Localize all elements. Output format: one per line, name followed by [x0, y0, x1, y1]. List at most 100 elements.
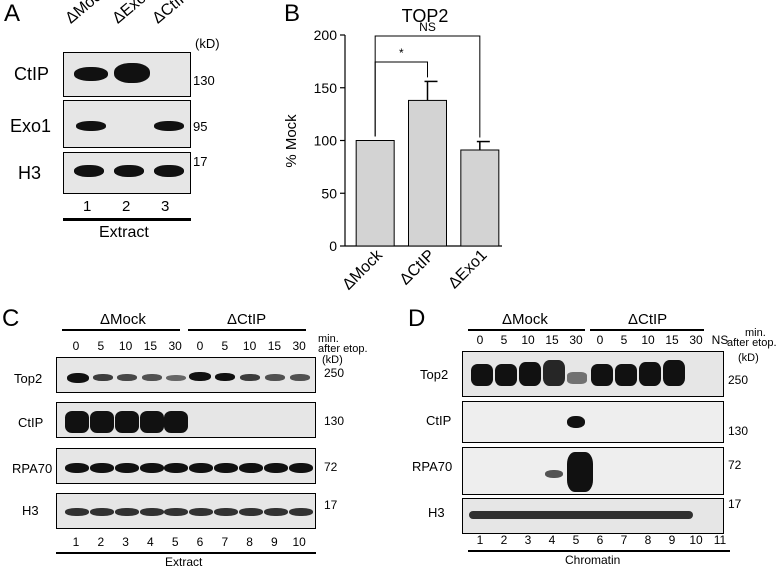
band — [495, 364, 517, 386]
panel-a-marker-95: 95 — [193, 119, 208, 134]
band — [140, 508, 164, 516]
panel-d-group-line-ctip — [590, 329, 704, 331]
panel-a-blot-exo1 — [63, 100, 191, 148]
y-tick-label: 150 — [314, 80, 338, 96]
band — [189, 508, 213, 516]
panel-d-after-etop: after etop. — [727, 337, 777, 349]
band — [471, 364, 493, 386]
panel-c-marker-130: 130 — [324, 414, 345, 428]
panel-d-time-5: 0 — [596, 333, 604, 347]
panel-d-lane-6: 7 — [620, 533, 628, 547]
band — [567, 372, 587, 384]
band — [469, 511, 693, 519]
panel-d-time-9: 30 — [689, 333, 703, 347]
band — [164, 463, 188, 473]
panel-c-label: C — [2, 305, 20, 332]
band — [74, 67, 108, 81]
panel-d-row-ctip: CtIP — [426, 413, 452, 428]
panel-c-time-8: 15 — [267, 339, 282, 353]
band — [615, 364, 637, 386]
panel-c-time-7: 10 — [242, 339, 257, 353]
x-tick-label: ΔMock — [339, 246, 386, 293]
panel-c-time-1: 5 — [97, 339, 105, 353]
significance-label: * — [399, 46, 404, 60]
panel-a-row-ctip: CtIP — [14, 64, 50, 84]
band — [214, 508, 238, 516]
panel-d-row-top2: Top2 — [420, 367, 449, 382]
panel-c-lane-6: 7 — [221, 535, 229, 549]
band — [142, 374, 162, 381]
panel-d-marker-250: 250 — [728, 373, 749, 387]
panel-d-blot-ctip — [462, 401, 724, 443]
panel-c-row-rpa70: RPA70 — [12, 461, 53, 476]
band — [567, 416, 585, 428]
band — [290, 374, 310, 381]
panel-c-lane-3: 4 — [147, 535, 154, 549]
band — [90, 463, 114, 473]
y-tick-label: 200 — [314, 27, 338, 43]
panel-d-footer: Chromatin — [565, 553, 621, 567]
band — [215, 373, 235, 381]
band — [65, 411, 89, 433]
panel-c-row-ctip: CtIP — [18, 415, 44, 430]
panel-c-blot-ctip — [56, 402, 316, 438]
panel-d-lane-10: 11 — [713, 533, 727, 547]
panel-c-lane-9: 10 — [292, 535, 306, 549]
band — [74, 165, 104, 177]
panel-a-marker-17: 17 — [193, 154, 208, 169]
panel-a-row-h3: H3 — [18, 163, 42, 183]
panel-c-time-9: 30 — [292, 339, 306, 353]
panel-a-unit: (kD) — [195, 36, 220, 51]
band — [567, 452, 593, 492]
panel-d-lane-0: 1 — [476, 533, 484, 547]
band — [189, 372, 211, 381]
band — [663, 360, 685, 386]
band — [639, 362, 661, 386]
panel-d-time-6: 5 — [620, 333, 628, 347]
panel-b-chart: TOP2 % Mock 0 50 100 150 200 ΔMock ΔCtIP ΔExo1… — [283, 6, 502, 293]
band — [543, 360, 565, 386]
panel-c-marker-72: 72 — [324, 460, 338, 474]
panel-c-min: min. — [318, 333, 339, 345]
panel-c-group-line-mock — [62, 329, 180, 331]
panel-c-time-5: 0 — [196, 339, 204, 353]
panel-a-col-ctip: ΔCtIP — [149, 0, 193, 28]
band — [65, 463, 89, 473]
panel-d-row-rpa70: RPA70 — [412, 459, 453, 474]
panel-c-marker-250: 250 — [324, 366, 345, 380]
band — [114, 165, 144, 177]
panel-c-blot-h3 — [56, 493, 316, 529]
bar — [408, 99, 447, 247]
panel-a-lane-3: 3 — [161, 198, 170, 215]
panel-c-time-6: 5 — [221, 339, 229, 353]
band — [264, 463, 288, 473]
panel-d-lane-7: 8 — [644, 533, 652, 547]
band — [90, 508, 114, 516]
panel-a-footer: Extract — [99, 224, 149, 241]
panel-c-after-etop: after etop. — [318, 343, 368, 355]
band — [93, 374, 113, 381]
panel-c-lane-1: 2 — [97, 535, 105, 549]
band — [154, 165, 184, 177]
panel-b-label: B — [284, 0, 301, 27]
panel-d-group-line-mock — [468, 329, 585, 331]
panel-d-lane-3: 4 — [548, 533, 556, 547]
panel-d-label: D — [408, 305, 426, 332]
panel-c-group-ctip: ΔCtIP — [227, 311, 267, 328]
chart-title: TOP2 — [402, 6, 449, 26]
panel-d-blot-top2 — [462, 351, 724, 397]
panel-d-blot-rpa70 — [462, 447, 724, 495]
band — [76, 121, 106, 131]
panel-c-lane-5: 6 — [196, 535, 204, 549]
bar — [355, 140, 395, 247]
x-tick-label: ΔExo1 — [445, 247, 490, 292]
x-tick-label: ΔCtIP — [397, 247, 439, 289]
panel-d-group-ctip: ΔCtIP — [628, 311, 668, 328]
panel-c-lane-2: 3 — [122, 535, 129, 549]
band — [289, 463, 313, 473]
band — [154, 121, 184, 131]
panel-d-blot-h3 — [462, 498, 724, 534]
panel-c-underline — [56, 552, 316, 554]
significance-label: NS — [419, 20, 436, 34]
band — [67, 373, 89, 383]
